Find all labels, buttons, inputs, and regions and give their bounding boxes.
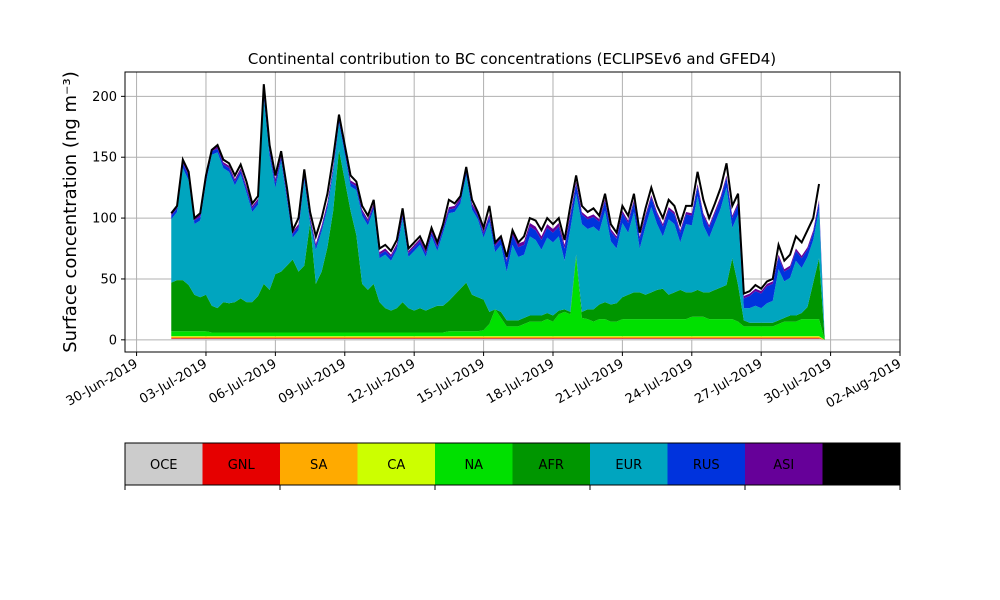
- legend-label-sa: SA: [310, 458, 327, 473]
- total-line: [170, 84, 821, 296]
- area-oce: [171, 338, 883, 340]
- region-colorbar-legend: OCE GNL SA CA NA AFR EUR RUS ASI AUS: [124, 442, 901, 490]
- legend-swatch-sa: [280, 443, 358, 485]
- y-axis-ticks: 0 50 100 150 200: [92, 90, 125, 348]
- area-sa: [171, 336, 883, 340]
- legend-swatch-afr: [512, 443, 590, 485]
- area-ca: [171, 336, 883, 340]
- stacked-areas: [171, 90, 883, 340]
- legend-label-oce: OCE: [150, 458, 178, 473]
- legend-swatch-ca: [357, 443, 435, 485]
- area-afr: [171, 149, 883, 340]
- legend-label-gnl: GNL: [228, 458, 256, 473]
- y-tick-label: 100: [92, 212, 117, 227]
- legend-swatch-rus: [667, 443, 745, 485]
- y-axis-label: Surface concentration (ng m⁻³): [60, 71, 81, 353]
- y-tick-label: 200: [92, 90, 117, 105]
- legend-swatch-aus: [822, 443, 900, 485]
- legend-swatch-oce: [125, 443, 203, 485]
- legend-label-rus: RUS: [693, 458, 720, 473]
- legend-label-ca: CA: [387, 458, 405, 473]
- y-tick-label: 150: [92, 151, 117, 166]
- legend-label-asi: ASI: [773, 458, 794, 473]
- y-tick-label: 50: [100, 272, 117, 287]
- legend-label-eur: EUR: [615, 458, 642, 473]
- chart-title: Continental contribution to BC concentra…: [248, 50, 776, 68]
- plot-frame: [124, 71, 901, 353]
- legend-swatch-asi: [745, 443, 823, 485]
- legend-frame: [124, 442, 901, 486]
- legend-swatch-eur: [590, 443, 668, 485]
- area-gnl: [171, 338, 883, 340]
- legend-label-na: NA: [464, 458, 483, 473]
- legend-label-afr: AFR: [539, 458, 564, 473]
- legend-swatch-gnl: [202, 443, 280, 485]
- area-na: [171, 257, 883, 340]
- legend-swatch-na: [435, 443, 513, 485]
- area-eur: [171, 98, 883, 340]
- y-tick-label: 0: [109, 333, 117, 348]
- legend-label-aus: AUS: [848, 458, 875, 473]
- total-concentration-line: [170, 84, 821, 296]
